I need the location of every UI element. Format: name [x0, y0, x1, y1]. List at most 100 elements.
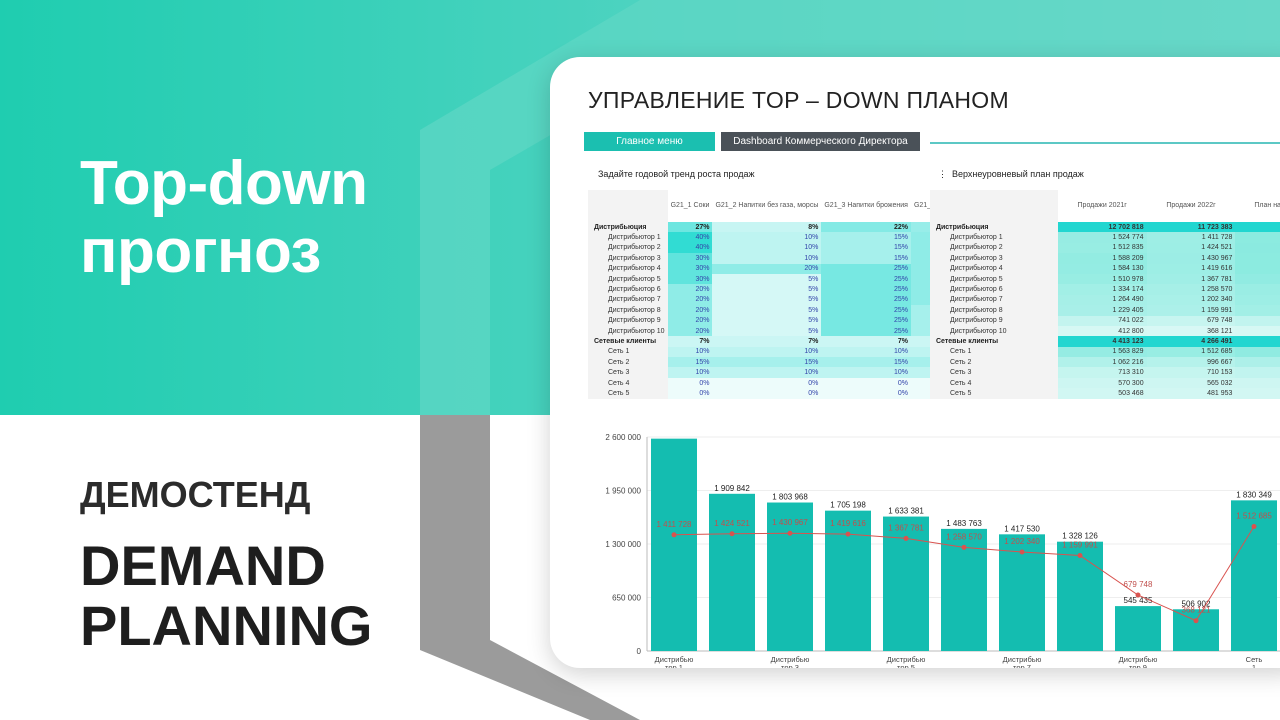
- more-options-icon[interactable]: ⋮: [938, 169, 947, 179]
- table-cell[interactable]: 15%: [821, 253, 911, 264]
- line-point[interactable]: [1077, 553, 1083, 559]
- table-cell[interactable]: 20%: [667, 325, 713, 337]
- table-cell[interactable]: 25%: [821, 273, 911, 285]
- table-cell: 1 663 954: [1235, 346, 1280, 358]
- bar-data-label: 1 328 126: [1062, 532, 1098, 541]
- table-cell[interactable]: 10%: [712, 253, 822, 264]
- table-cell[interactable]: 15%: [821, 242, 911, 254]
- row-label: Сеть 1: [930, 346, 1058, 358]
- table-cell[interactable]: 10%: [667, 367, 713, 378]
- bar[interactable]: [651, 438, 697, 651]
- bar[interactable]: [1115, 606, 1161, 651]
- table-cell: 13 964 582: [1235, 222, 1280, 233]
- line-data-label: 1 419 616: [830, 519, 866, 528]
- table-cell[interactable]: 20%: [667, 315, 713, 326]
- table-cell[interactable]: 25%: [821, 294, 911, 306]
- bar[interactable]: [1231, 500, 1277, 651]
- table-cell[interactable]: 30%: [667, 253, 713, 264]
- column-header[interactable]: Продажи 2022г: [1166, 202, 1216, 209]
- table-cell[interactable]: 8%: [712, 222, 822, 233]
- line-data-label: 1 202 340: [1004, 537, 1040, 546]
- table-cell[interactable]: 40%: [667, 232, 713, 243]
- table-cell[interactable]: 0%: [667, 377, 713, 389]
- line-point[interactable]: [729, 531, 735, 537]
- table-cell: 4 413 123: [1057, 336, 1147, 347]
- row-label: Сеть 2: [588, 357, 668, 368]
- table-cell[interactable]: 20%: [667, 305, 713, 316]
- table-cell[interactable]: 20%: [667, 284, 713, 295]
- table-cell[interactable]: 5%: [712, 315, 822, 326]
- line-point[interactable]: [903, 535, 909, 541]
- table-cell: 1 229 405: [1057, 305, 1147, 316]
- table-cell[interactable]: 22%: [821, 222, 911, 233]
- table-cell: 1 563 829: [1057, 346, 1147, 358]
- column-header[interactable]: План на 2023г: [1254, 202, 1280, 209]
- main-menu-button[interactable]: Главное меню: [584, 132, 715, 151]
- table-cell[interactable]: 7%: [667, 336, 713, 347]
- bar[interactable]: [709, 493, 755, 651]
- table-cell[interactable]: 5%: [712, 273, 822, 285]
- hero-title: Top-down прогноз: [80, 150, 368, 286]
- bar[interactable]: [1173, 609, 1219, 651]
- table-cell[interactable]: 5%: [712, 305, 822, 316]
- line-point[interactable]: [671, 532, 677, 538]
- line-point[interactable]: [845, 531, 851, 537]
- line-point[interactable]: [787, 530, 793, 536]
- line-point[interactable]: [961, 544, 967, 550]
- table-cell[interactable]: 7%: [712, 336, 822, 347]
- x-tick-label: Дистрибьютор 5тор 5: [887, 655, 926, 668]
- table-cell[interactable]: 25%: [821, 284, 911, 295]
- table-cell[interactable]: 25%: [821, 315, 911, 326]
- table-cell[interactable]: 10%: [712, 242, 822, 254]
- table-cell[interactable]: 40%: [667, 242, 713, 254]
- table-cell[interactable]: 7%: [821, 336, 911, 347]
- row-label: Дистрибьютор 7: [930, 294, 1058, 306]
- row-label: Дистрибьютор 3: [588, 253, 668, 264]
- product-name-line1: DEMAND: [80, 534, 326, 597]
- plan-table-title: ⋮ Верхнеуровневый план продаж: [938, 169, 1084, 180]
- bar-data-label: 545 435: [1124, 596, 1153, 605]
- table-cell[interactable]: 10%: [667, 346, 713, 358]
- table-cell[interactable]: 0%: [821, 377, 911, 389]
- line-point[interactable]: [1251, 523, 1257, 529]
- table-cell[interactable]: 0%: [821, 388, 911, 399]
- bar[interactable]: [767, 502, 813, 651]
- table-cell[interactable]: 0%: [712, 388, 822, 399]
- table-cell[interactable]: 10%: [712, 232, 822, 243]
- column-header[interactable]: G21_3 Напитки брожения: [824, 202, 908, 209]
- table-cell[interactable]: 15%: [712, 357, 822, 368]
- table-cell[interactable]: 15%: [821, 357, 911, 368]
- line-point[interactable]: [1193, 618, 1199, 624]
- table-cell[interactable]: 5%: [712, 294, 822, 306]
- table-cell[interactable]: 20%: [667, 294, 713, 306]
- table-cell: 4 638 275: [1235, 336, 1280, 347]
- table-cell: 570 300: [1057, 377, 1147, 389]
- table-cell[interactable]: 25%: [821, 305, 911, 316]
- table-cell[interactable]: 10%: [821, 346, 911, 358]
- table-cell[interactable]: 10%: [712, 346, 822, 358]
- column-header[interactable]: G21_1 Соки: [670, 202, 710, 209]
- table-cell[interactable]: 0%: [667, 388, 713, 399]
- table-cell[interactable]: 30%: [667, 263, 713, 274]
- dashboard-button[interactable]: Dashboard Коммерческого Директора: [721, 132, 920, 151]
- table-cell[interactable]: 15%: [667, 357, 713, 368]
- table-cell[interactable]: 25%: [821, 325, 911, 337]
- table-cell[interactable]: 10%: [821, 367, 911, 378]
- table-cell[interactable]: 15%: [821, 232, 911, 243]
- column-header[interactable]: G21_2 Напитки без газа, морсы: [715, 202, 819, 209]
- table-cell[interactable]: 5%: [712, 325, 822, 337]
- table-cell[interactable]: 10%: [712, 367, 822, 378]
- column-header[interactable]: Продажи 2021г: [1077, 202, 1127, 209]
- table-cell[interactable]: 30%: [667, 273, 713, 285]
- table-cell[interactable]: 27%: [667, 222, 713, 233]
- table-cell[interactable]: 5%: [712, 284, 822, 295]
- line-point[interactable]: [1135, 592, 1141, 598]
- table-cell: 503 468: [1057, 388, 1147, 399]
- table-cell[interactable]: 25%: [821, 263, 911, 274]
- table-cell[interactable]: 20%: [712, 263, 822, 274]
- table-cell[interactable]: 0%: [712, 377, 822, 389]
- line-point[interactable]: [1019, 549, 1025, 555]
- bar[interactable]: [1057, 541, 1103, 651]
